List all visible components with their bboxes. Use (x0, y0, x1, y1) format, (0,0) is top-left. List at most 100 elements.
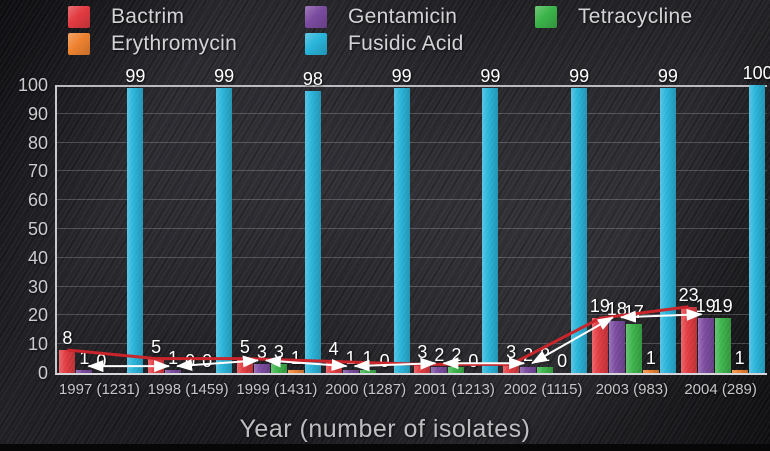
x-tick-label-1999: 1999 (1431) (236, 381, 318, 398)
bar-slot-erythromycin: 1 (731, 349, 748, 373)
trend-overlay (67, 305, 703, 373)
bar-bactrim-1997 (59, 349, 76, 373)
gridline-80 (57, 141, 767, 143)
legend-item-erythromycin: Erythromycin (68, 32, 237, 56)
plot-area: 8109951009953319841109932209932209919181… (55, 64, 770, 375)
bar-tetracycline-2003 (625, 324, 642, 373)
x-axis-title: Year (number of isolates) (239, 415, 531, 443)
bar-erythromycin-2003 (642, 370, 659, 373)
trend-line-bactrim (67, 305, 689, 366)
bar-slot-fusidic-acid: 99 (569, 67, 589, 373)
bar-slot-fusidic-acid: 99 (214, 67, 234, 373)
year-group-1999: 5 3 3 1 98 (235, 70, 324, 373)
fusidic-acid-swatch-icon (305, 33, 327, 55)
value-label: 99 (125, 65, 146, 86)
legend-label: Fusidic Acid (348, 32, 464, 55)
value-label: 1 (734, 348, 745, 369)
y-tick-label-20: 20 (27, 305, 48, 326)
x-tick-label-1997: 1997 (1231) (58, 381, 140, 398)
value-label: 8 (62, 327, 73, 348)
y-tick-label-90: 90 (27, 103, 48, 124)
bar-tetracycline-2000 (359, 370, 376, 373)
bar-gentamicin-2004 (697, 318, 714, 373)
x-tick-label-2000: 2000 (1287) (325, 381, 407, 398)
legend-label: Erythromycin (111, 32, 238, 55)
bar-slot-bactrim: 8 (59, 329, 76, 373)
bar-fusidic-acid-2004 (748, 85, 765, 373)
bar-erythromycin-2004 (731, 370, 748, 373)
gentamicin-swatch-icon (305, 6, 327, 28)
value-label: 2 (451, 345, 462, 366)
y-tick-label-0: 0 (37, 363, 48, 383)
bar-gentamicin-2000 (342, 370, 359, 373)
bar-slot-gentamicin: 1 (76, 349, 93, 373)
value-label: 3 (273, 342, 284, 363)
bar-slot-gentamicin: 2 (431, 346, 448, 373)
y-tick-label-100: 100 (17, 75, 48, 95)
year-group-2004: 23 19 19 1 100 (678, 64, 770, 373)
value-label: 1 (345, 348, 356, 369)
trend-arrow-gentamicin-segment-5 (531, 316, 614, 365)
bar-fusidic-acid-2000 (393, 87, 410, 373)
y-tick-label-10: 10 (27, 334, 48, 355)
x-tick-label-1998: 1998 (1459) (147, 381, 229, 398)
gridline-20 (57, 314, 767, 316)
bar-gentamicin-1998 (165, 370, 182, 373)
bar-slot-fusidic-acid: 99 (392, 67, 412, 373)
year-group-1997: 8 1 0 99 (57, 67, 146, 373)
bar-gentamicin-1999 (253, 364, 270, 373)
y-tick-label-80: 80 (27, 132, 48, 153)
trend-arrow-gentamicin-segment-6 (619, 308, 703, 323)
trend-arrow-gentamicin-segment-3 (353, 357, 437, 372)
bar-fusidic-acid-2001 (482, 87, 499, 373)
value-label: 99 (391, 65, 412, 86)
bar-bactrim-2004 (680, 306, 697, 373)
bar-gentamicin-1997 (76, 370, 93, 373)
x-tick-label-2001: 2001 (1213) (413, 381, 495, 398)
bar-gentamicin-2001 (431, 367, 448, 373)
bar-slot-fusidic-acid: 100 (743, 64, 770, 373)
gridline-50 (57, 228, 767, 229)
y-tick-label-60: 60 (27, 190, 48, 211)
value-label: 99 (480, 65, 501, 86)
legend-item-gentamicin: Gentamicin (305, 5, 457, 29)
value-label: 1 (79, 348, 90, 369)
bar-fusidic-acid-1997 (127, 87, 144, 373)
bar-slot-fusidic-acid: 99 (480, 67, 500, 373)
y-tick-label-70: 70 (27, 161, 48, 182)
value-label: 100 (742, 63, 770, 83)
tetracycline-swatch-icon (535, 6, 557, 28)
value-label: 2 (434, 345, 445, 366)
bactrim-swatch-icon (68, 6, 90, 28)
legend-item-bactrim: Bactrim (68, 5, 184, 29)
bar-erythromycin-1999 (287, 370, 304, 373)
top-gridline-100 (57, 85, 767, 87)
legend-item-tetracycline: Tetracycline (535, 5, 692, 29)
gridline-70 (57, 170, 767, 172)
value-label: 19 (712, 296, 733, 317)
value-label: 4 (328, 339, 339, 360)
legend-item-fusidic-acid: Fusidic Acid (305, 32, 464, 56)
value-label: 1 (645, 348, 656, 369)
bar-slot-fusidic-acid: 99 (125, 67, 145, 373)
x-tick-label-2002: 2002 (1115) (503, 381, 583, 398)
value-label: 99 (569, 65, 590, 86)
bar-slot-gentamicin: 3 (253, 343, 270, 373)
bar-fusidic-acid-1998 (216, 87, 233, 373)
value-label: 99 (214, 65, 235, 86)
bar-fusidic-acid-1999 (304, 90, 321, 373)
x-tick-label-2004: 2004 (289) (684, 381, 757, 398)
bar-slot-tetracycline: 2 (448, 346, 465, 373)
bar-fusidic-acid-2003 (659, 87, 676, 373)
legend-label: Gentamicin (348, 5, 458, 28)
x-tick-label-2003: 2003 (983) (595, 381, 669, 398)
y-tick-label-30: 30 (27, 276, 48, 297)
bar-tetracycline-2004 (714, 318, 731, 373)
value-label: 23 (678, 284, 699, 305)
gridline-90 (57, 112, 767, 114)
gridline-10 (57, 343, 767, 345)
bar-tetracycline-2002 (537, 367, 554, 373)
bar-tetracycline-2001 (448, 367, 465, 373)
gridline-60 (57, 199, 767, 201)
